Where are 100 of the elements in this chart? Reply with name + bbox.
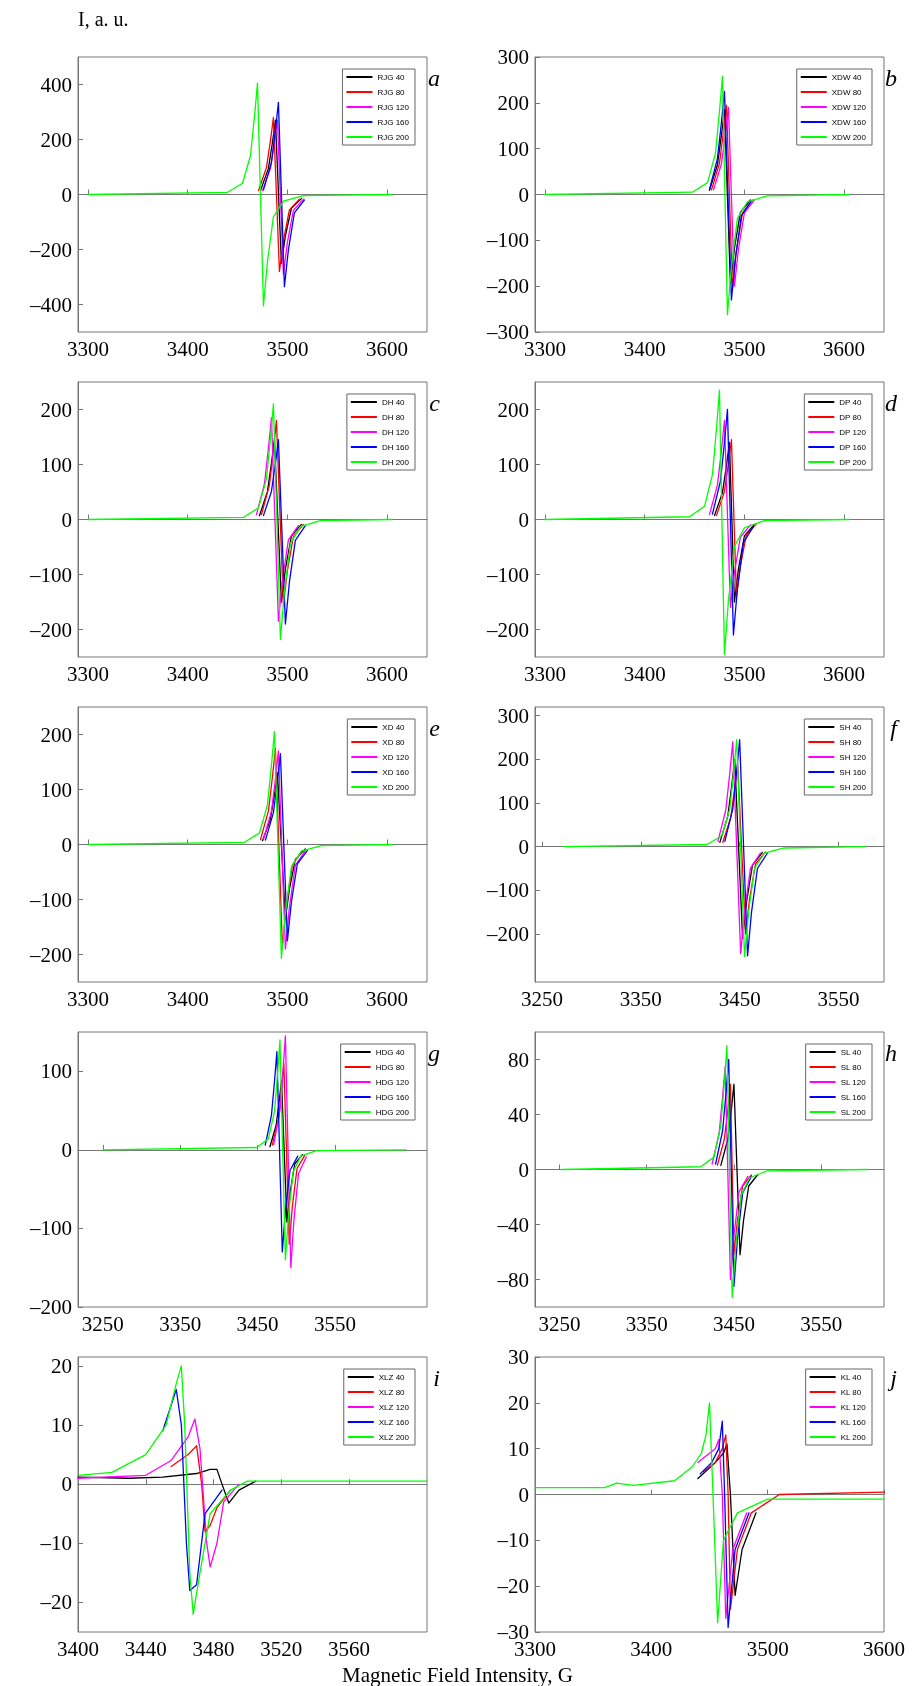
x-tick-label: 3440 <box>124 1636 167 1661</box>
x-tick-label: 3550 <box>817 986 860 1011</box>
y-tick-label: –20 <box>496 1574 529 1599</box>
y-tick-label: 0 <box>518 1157 529 1182</box>
y-tick-label: –200 <box>486 274 529 299</box>
x-tick-label: 3400 <box>166 986 209 1011</box>
chart-title: g <box>428 1040 440 1066</box>
legend-label: XD 80 <box>382 737 406 747</box>
y-tick-label: 300 <box>497 703 529 728</box>
x-tick-label: 3500 <box>266 986 309 1011</box>
x-tick-label: 3250 <box>81 1311 124 1336</box>
line-series <box>711 1065 749 1281</box>
line-series <box>708 419 752 609</box>
line-series <box>262 101 305 288</box>
y-tick-label: 20 <box>508 1390 529 1415</box>
chart-title: d <box>885 390 898 416</box>
legend-label: XD 160 <box>382 767 410 777</box>
legend-label: XDW 200 <box>831 132 867 142</box>
y-tick-label: –100 <box>486 562 529 587</box>
legend-label: RJG 40 <box>377 72 406 82</box>
x-tick-label: 3550 <box>800 1311 843 1336</box>
legend-label: XLZ 160 <box>378 1417 410 1427</box>
y-tick-label: –200 <box>486 921 529 946</box>
y-tick-label: 200 <box>497 397 529 422</box>
legend-label: HDG 80 <box>375 1062 406 1072</box>
legend-label: XDW 120 <box>831 102 867 112</box>
legend-label: SH 120 <box>839 752 867 762</box>
line-series <box>273 1035 307 1269</box>
legend-label: DP 120 <box>839 427 867 437</box>
line-series <box>716 1083 753 1256</box>
x-tick-label: 3350 <box>159 1311 202 1336</box>
y-tick-label: 0 <box>61 182 72 207</box>
legend-label: HDG 120 <box>375 1077 410 1087</box>
legend-label: SL 200 <box>840 1107 867 1117</box>
line-series <box>534 1402 885 1624</box>
y-tick-label: –200 <box>486 617 529 642</box>
x-tick-label: 3600 <box>823 661 866 686</box>
legend-label: XLZ 200 <box>378 1432 410 1442</box>
legend-label: HDG 40 <box>375 1047 406 1057</box>
legend-label: DH 40 <box>381 397 406 407</box>
chart-title: i <box>433 1365 440 1391</box>
line-series <box>714 1058 753 1288</box>
line-series <box>708 90 753 301</box>
legend-label: SL 120 <box>840 1077 867 1087</box>
y-tick-label: 100 <box>497 452 529 477</box>
legend-label: KL 160 <box>840 1417 867 1427</box>
line-series <box>699 1420 750 1629</box>
x-tick-label: 3500 <box>266 336 309 361</box>
y-tick-label: –100 <box>486 228 529 253</box>
line-series <box>77 1365 428 1615</box>
line-series <box>697 1443 757 1596</box>
legend-label: RJG 200 <box>377 132 410 142</box>
x-tick-label: 3400 <box>166 336 209 361</box>
x-tick-label: 3550 <box>313 1311 356 1336</box>
line-series <box>87 731 393 959</box>
line-series <box>87 82 393 307</box>
legend-label: SL 160 <box>840 1092 867 1102</box>
legend-label: KL 200 <box>840 1432 867 1442</box>
y-axis-title: I, a. u. <box>78 8 129 31</box>
y-tick-label: 0 <box>61 1137 72 1162</box>
x-tick-label: 3300 <box>66 986 109 1011</box>
y-tick-label: 400 <box>40 72 72 97</box>
line-series <box>697 1438 748 1619</box>
x-tick-label: 3600 <box>366 336 409 361</box>
line-series <box>711 408 755 636</box>
line-series <box>102 1039 407 1261</box>
line-series <box>255 417 300 622</box>
x-tick-label: 3500 <box>746 1636 789 1661</box>
y-tick-label: 0 <box>61 1472 72 1497</box>
y-tick-label: 100 <box>40 452 72 477</box>
line-series <box>262 439 306 625</box>
legend-label: DH 120 <box>381 427 410 437</box>
x-tick-label: 3350 <box>619 986 662 1011</box>
legend-label: HDG 160 <box>375 1092 410 1102</box>
legend-label: XDW 160 <box>831 117 867 127</box>
x-tick-label: 3500 <box>723 661 766 686</box>
legend-label: XLZ 40 <box>378 1372 406 1382</box>
legend-label: DH 160 <box>381 442 410 452</box>
y-tick-label: –400 <box>29 292 72 317</box>
chart-title: e <box>429 715 441 741</box>
y-tick-label: –200 <box>29 1295 72 1319</box>
y-tick-label: 200 <box>40 722 72 747</box>
x-tick-label: 3600 <box>366 986 409 1011</box>
x-axis-title: Magnetic Field Intensity, G <box>341 1663 574 1686</box>
chart-title: h <box>885 1040 897 1066</box>
y-tick-label: –10 <box>39 1531 72 1556</box>
y-tick-label: 20 <box>51 1353 72 1378</box>
x-tick-label: 3400 <box>57 1636 99 1661</box>
legend-label: XD 120 <box>382 752 410 762</box>
x-tick-label: 3300 <box>66 336 109 361</box>
y-tick-label: 300 <box>497 45 529 69</box>
y-tick-label: –100 <box>486 878 529 903</box>
legend-label: XLZ 80 <box>378 1387 406 1397</box>
line-series <box>77 1418 240 1568</box>
legend-label: RJG 120 <box>377 102 410 112</box>
y-tick-label: 100 <box>497 791 529 816</box>
chart-title: j <box>887 1365 898 1391</box>
x-tick-label: 3450 <box>712 1311 755 1336</box>
x-tick-label: 3600 <box>863 1636 905 1661</box>
y-tick-label: 80 <box>508 1047 529 1072</box>
